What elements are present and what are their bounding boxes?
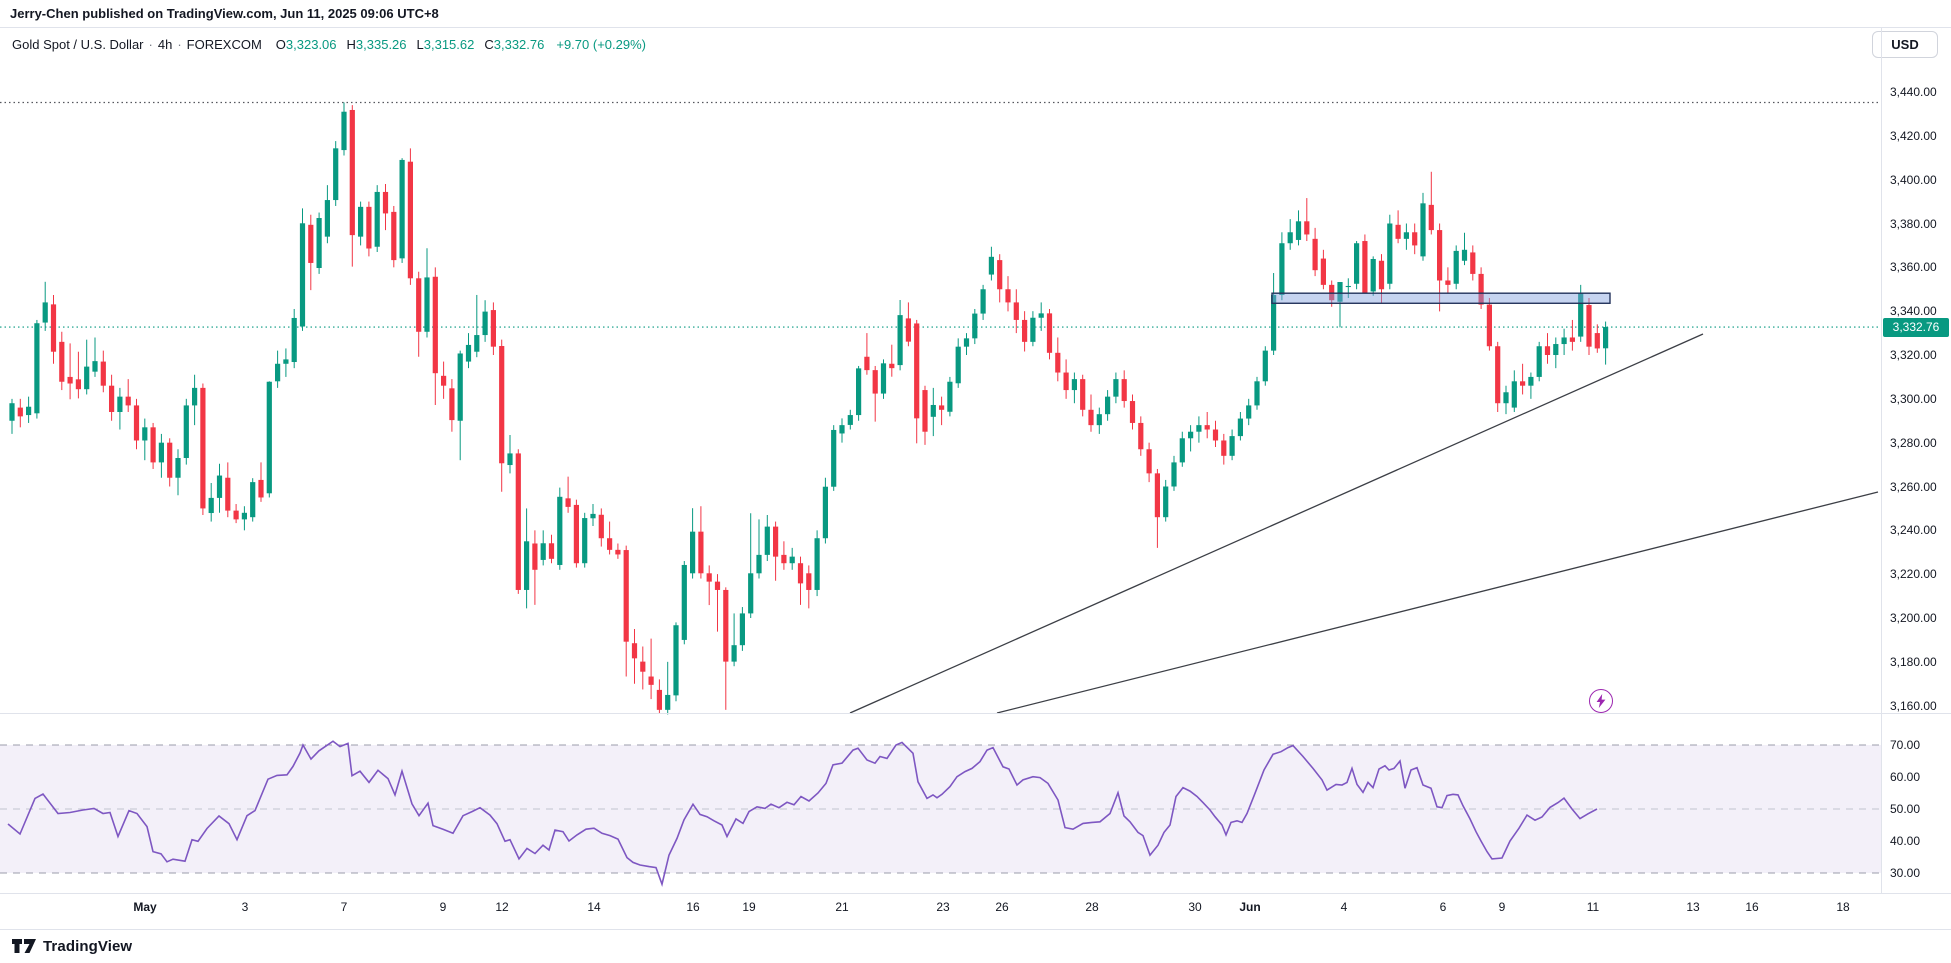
- candlestick-series: [9, 102, 1609, 715]
- price-axis-border: [1881, 28, 1882, 893]
- time-tick-label: 23: [936, 900, 950, 914]
- currency-toggle-button[interactable]: USD: [1872, 31, 1938, 58]
- time-tick-label: 30: [1188, 900, 1202, 914]
- time-tick-label: 16: [686, 900, 700, 914]
- time-tick-label: 16: [1745, 900, 1759, 914]
- price-tick-label: 3,440.00: [1890, 85, 1937, 99]
- time-tick-label: 9: [1498, 900, 1506, 914]
- rsi-tick-label: 60.00: [1890, 770, 1921, 784]
- time-tick-label: 6: [1439, 900, 1447, 914]
- price-tick-label: 3,220.00: [1890, 567, 1937, 582]
- ohlc-item: C3,332.76: [484, 36, 545, 52]
- price-tick-label: 3,280.00: [1890, 435, 1937, 450]
- time-tick-label: 4: [1340, 900, 1348, 914]
- price-tick-label: 3,320.00: [1890, 348, 1937, 362]
- price-tick-label: 3,160.00: [1890, 698, 1937, 713]
- time-tick-label: 3: [241, 900, 249, 914]
- brand-text: TradingView: [43, 938, 133, 955]
- price-tick-label: 3,420.00: [1890, 128, 1937, 143]
- time-tick-label: Jun: [1239, 900, 1261, 914]
- tradingview-logo[interactable]: TradingView: [12, 938, 132, 955]
- price-tick-label: 3,380.00: [1890, 216, 1937, 231]
- rsi-line: [7, 740, 1598, 887]
- time-tick-label: 21: [835, 900, 849, 914]
- price-tick-label: 3,340.00: [1890, 304, 1937, 319]
- ohlc-item: H3,335.26: [346, 36, 407, 52]
- symbol-title[interactable]: Gold Spot / U.S. Dollar: [12, 36, 144, 52]
- price-tick-label: 3,360.00: [1890, 260, 1937, 275]
- rsi-tick-label: 30.00: [1890, 866, 1921, 880]
- price-tick-label: 3,240.00: [1890, 523, 1937, 538]
- time-tick-label: 13: [1686, 900, 1700, 914]
- time-tick-label: 7: [340, 900, 348, 914]
- supply-zone-box[interactable]: [1271, 292, 1611, 304]
- lightning-icon: [1596, 694, 1606, 708]
- time-tick-label: 26: [995, 900, 1009, 914]
- symbol-bar[interactable]: Gold Spot / U.S. Dollar · 4h · FOREXCOM …: [12, 33, 646, 55]
- time-tick-label: 12: [495, 900, 509, 914]
- publish-header: Jerry-Chen published on TradingView.com,…: [0, 0, 1951, 28]
- tradingview-logo-icon: [12, 939, 36, 953]
- pane-separator[interactable]: [0, 713, 1951, 714]
- price-tick-label: 3,300.00: [1890, 391, 1937, 406]
- time-tick-label: May: [133, 900, 157, 914]
- time-tick-label: 9: [439, 900, 447, 914]
- ohlc-values: O3,323.06 H3,335.26 L3,315.62 C3,332.76 +9.7…: [276, 37, 646, 52]
- current-price-label: 3,332.76: [1883, 317, 1949, 337]
- ohlc-item: O3,323.06: [275, 36, 337, 52]
- separator-dot: ·: [148, 36, 153, 52]
- change-value: +9.70 (+0.29%): [556, 36, 646, 52]
- time-tick-label: 19: [742, 900, 756, 914]
- time-axis-border: [0, 893, 1951, 894]
- publish-text: Jerry-Chen published on TradingView.com,…: [10, 6, 439, 21]
- lightning-button[interactable]: [1589, 689, 1613, 713]
- footer-bar: TradingView: [0, 929, 1951, 963]
- rsi-tick-label: 40.00: [1890, 834, 1921, 848]
- trendline[interactable]: [996, 491, 1879, 714]
- exchange-label[interactable]: FOREXCOM: [186, 36, 262, 52]
- price-tick-label: 3,200.00: [1890, 611, 1937, 625]
- time-tick-label: 14: [587, 900, 601, 914]
- interval-label[interactable]: 4h: [157, 36, 173, 52]
- ohlc-item: L3,315.62: [416, 36, 475, 52]
- time-tick-label: 28: [1085, 900, 1099, 914]
- trendline[interactable]: [849, 333, 1704, 714]
- price-tick-label: 3,400.00: [1890, 172, 1937, 187]
- separator-dot: ·: [177, 36, 182, 52]
- rsi-tick-label: 70.00: [1890, 738, 1921, 752]
- rsi-tick-label: 50.00: [1890, 802, 1921, 816]
- time-tick-label: 11: [1586, 900, 1600, 914]
- time-tick-label: 18: [1836, 900, 1850, 914]
- price-tick-label: 3,180.00: [1890, 654, 1937, 669]
- price-tick-label: 3,260.00: [1890, 479, 1937, 494]
